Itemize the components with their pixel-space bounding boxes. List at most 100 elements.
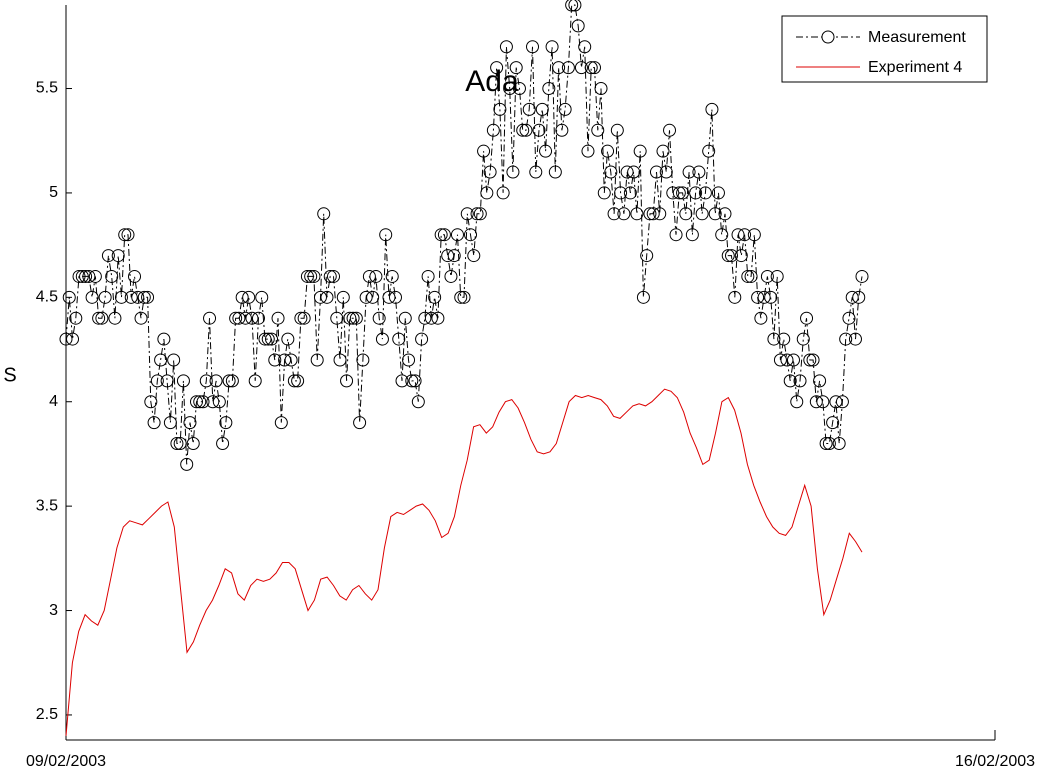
marker [225,374,239,388]
marker [728,290,742,304]
marker [180,457,194,471]
marker [330,311,344,325]
marker [411,395,425,409]
marker [695,207,709,221]
marker [369,269,383,283]
marker [176,374,190,388]
marker [601,144,615,158]
marker [154,353,168,367]
marker [144,395,158,409]
y-tick-label: 5 [49,184,58,201]
marker [685,228,699,242]
marker [584,61,598,75]
marker [526,40,540,54]
marker [682,165,696,179]
marker [757,290,771,304]
marker [767,332,781,346]
marker [248,374,262,388]
marker [725,249,739,263]
marker [85,290,99,304]
marker [441,249,455,263]
marker [512,82,526,96]
marker [826,416,840,430]
marker [591,123,605,137]
marker [395,374,409,388]
marker [741,269,755,283]
marker [486,123,500,137]
marker [222,374,236,388]
marker [405,374,419,388]
marker [238,311,252,325]
marker [265,332,279,346]
marker [594,82,608,96]
marker [490,61,504,75]
marker [832,436,846,450]
marker [786,353,800,367]
marker [705,102,719,116]
marker [108,311,122,325]
marker [167,353,181,367]
marker [555,123,569,137]
marker [604,165,618,179]
marker [327,269,341,283]
marker [522,102,536,116]
marker [777,332,791,346]
marker [242,290,256,304]
marker [568,0,582,12]
marker [287,374,301,388]
marker [845,290,859,304]
marker [447,249,461,263]
marker [574,61,588,75]
marker [499,40,513,54]
marker [444,269,458,283]
marker [92,311,106,325]
marker [809,395,823,409]
marker [209,374,223,388]
marker [819,436,833,450]
marker [59,332,73,346]
y-tick-label: 5.5 [36,80,58,97]
y-tick-label: 3.5 [36,497,58,514]
marker [408,374,422,388]
marker [300,269,314,283]
marker [587,61,601,75]
marker [627,165,641,179]
marker [271,311,285,325]
marker [460,207,474,221]
marker [793,374,807,388]
marker [842,311,856,325]
marker [98,290,112,304]
marker [744,269,758,283]
marker [643,207,657,221]
marker [754,311,768,325]
marker [571,19,585,33]
marker [702,144,716,158]
marker [261,332,275,346]
marker [796,332,810,346]
marker [597,186,611,200]
marker [457,290,471,304]
marker [610,123,624,137]
marker [317,207,331,221]
marker [431,311,445,325]
marker [450,228,464,242]
marker [343,311,357,325]
marker [529,165,543,179]
marker [157,332,171,346]
series-line [65,4,863,465]
marker [813,374,827,388]
marker [467,249,481,263]
marker [128,269,142,283]
marker [535,102,549,116]
marker [375,332,389,346]
series-line [65,388,863,736]
marker [764,290,778,304]
marker [640,249,654,263]
marker [340,374,354,388]
marker [666,186,680,200]
marker [669,228,683,242]
marker [307,269,321,283]
marker [773,353,787,367]
x-tick-label: 09/02/2003 [26,753,106,769]
